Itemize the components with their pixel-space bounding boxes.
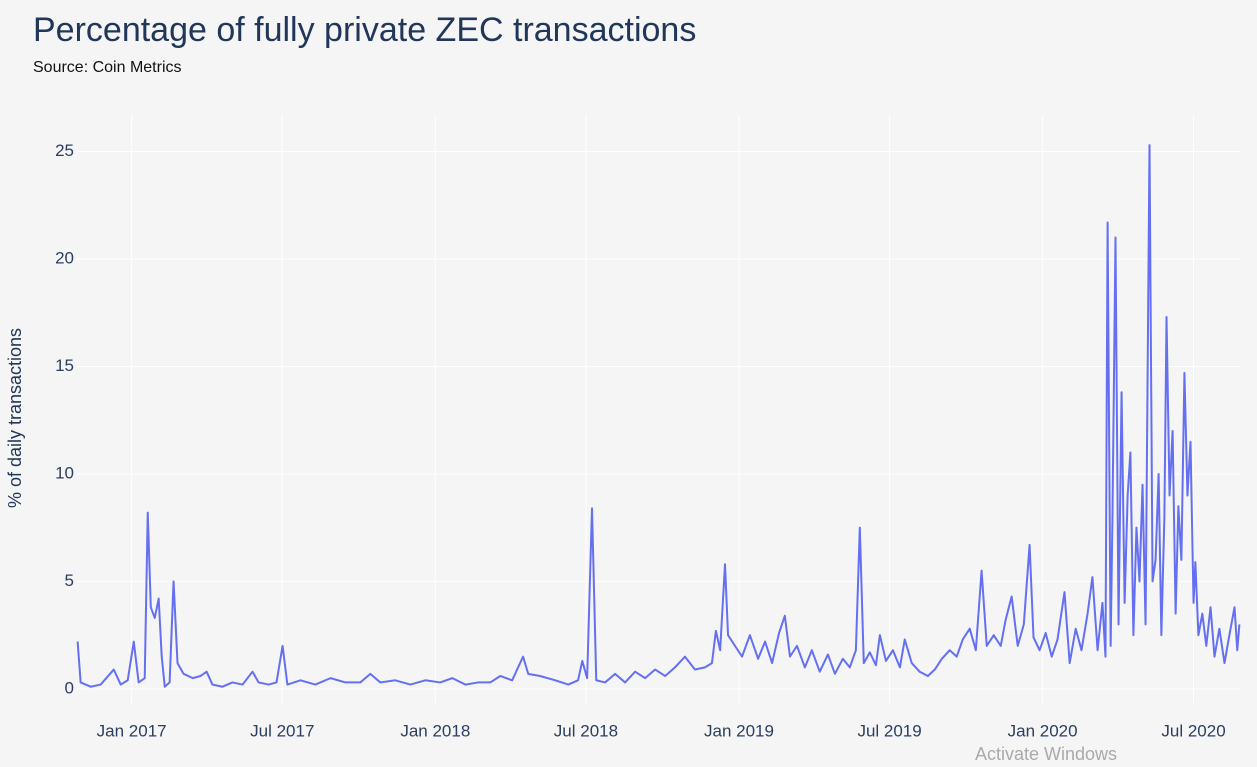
y-tick-label: 0: [65, 678, 74, 697]
x-tick-label: Jan 2017: [97, 721, 167, 740]
y-tick-label: 20: [55, 248, 74, 267]
chart-subtitle: Source: Coin Metrics: [33, 59, 182, 76]
x-tick-label: Jan 2020: [1008, 721, 1078, 740]
x-tick-label: Jul 2018: [554, 721, 618, 740]
chart-title: Percentage of fully private ZEC transact…: [33, 11, 696, 49]
data-line: [76, 144, 1241, 688]
x-tick-label: Jul 2020: [1161, 721, 1225, 740]
y-tick-label: 10: [55, 463, 74, 482]
y-tick-label: 5: [65, 571, 74, 590]
y-axis-title: % of daily transactions: [5, 328, 25, 508]
x-tick-label: Jan 2019: [704, 721, 774, 740]
y-tick-label: 15: [55, 356, 74, 375]
x-tick-label: Jan 2018: [400, 721, 470, 740]
y-tick-label: 25: [55, 141, 74, 160]
x-tick-label: Jul 2017: [250, 721, 314, 740]
watermark: Activate Windows: [975, 744, 1117, 764]
x-tick-label: Jul 2019: [857, 721, 921, 740]
